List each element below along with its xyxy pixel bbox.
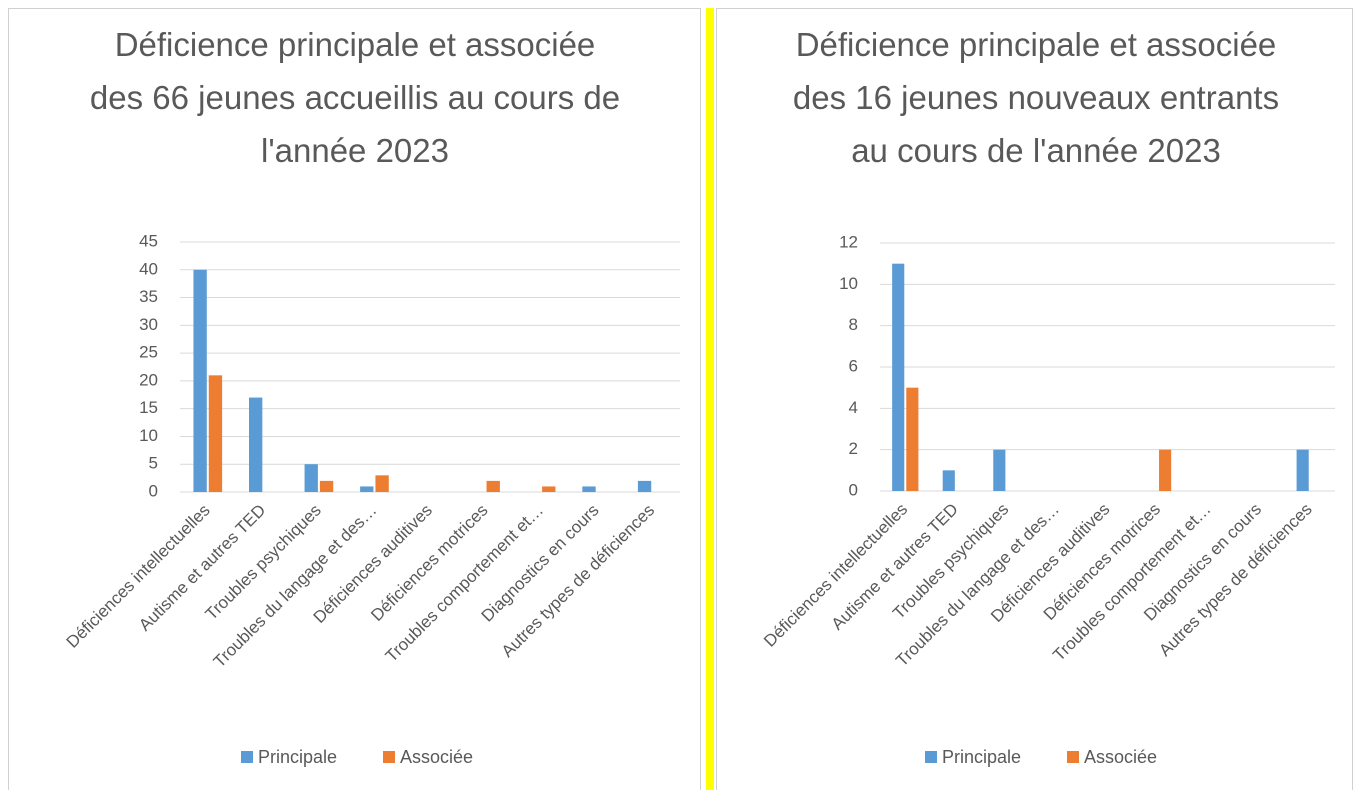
- legend-swatch: [1067, 751, 1079, 763]
- chart-title: des 66 jeunes accueillis au cours de: [90, 79, 620, 116]
- legend-label: Principale: [942, 747, 1021, 767]
- y-tick-label: 5: [149, 454, 158, 473]
- y-tick-label: 10: [139, 426, 158, 445]
- y-tick-label: 6: [849, 356, 858, 375]
- bar: [208, 375, 223, 492]
- bar: [1296, 449, 1309, 491]
- bar: [360, 486, 374, 492]
- bar: [193, 269, 207, 492]
- y-tick-label: 35: [139, 287, 158, 306]
- y-tick-label: 4: [849, 398, 858, 417]
- y-tick-label: 45: [139, 231, 158, 250]
- bar: [892, 263, 905, 491]
- bar: [375, 475, 389, 492]
- separator: [706, 8, 714, 790]
- y-tick-label: 15: [139, 398, 158, 417]
- y-tick-label: 0: [849, 480, 858, 499]
- legend-swatch: [383, 751, 395, 763]
- bar: [486, 480, 500, 492]
- bar: [637, 480, 652, 492]
- bar: [319, 480, 334, 492]
- y-tick-label: 40: [139, 259, 158, 278]
- bar: [304, 464, 318, 492]
- chart-title: au cours de l'année 2023: [851, 132, 1221, 169]
- y-tick-label: 25: [139, 343, 158, 362]
- bar: [542, 486, 556, 492]
- legend-label: Associée: [1084, 747, 1157, 767]
- legend-label: Associée: [400, 747, 473, 767]
- bar: [993, 449, 1006, 491]
- y-tick-label: 10: [839, 274, 858, 293]
- y-tick-label: 8: [849, 315, 858, 334]
- chart-title: des 16 jeunes nouveaux entrants: [793, 79, 1279, 116]
- bar: [942, 470, 955, 491]
- bar: [1159, 449, 1172, 491]
- legend-swatch: [925, 751, 937, 763]
- legend-label: Principale: [258, 747, 337, 767]
- bar: [249, 397, 263, 492]
- chart-title: l'année 2023: [261, 132, 449, 169]
- y-tick-label: 12: [839, 232, 858, 251]
- chart-title: Déficience principale et associée: [115, 26, 596, 63]
- chart-title: Déficience principale et associée: [796, 26, 1277, 63]
- y-tick-label: 30: [139, 315, 158, 334]
- panel-left: [8, 8, 701, 790]
- y-tick-label: 2: [849, 439, 858, 458]
- y-tick-label: 20: [139, 370, 158, 389]
- legend-swatch: [241, 751, 253, 763]
- panel-right: [716, 8, 1353, 790]
- bar: [582, 486, 596, 492]
- y-tick-label: 0: [149, 481, 158, 500]
- bar: [906, 387, 919, 491]
